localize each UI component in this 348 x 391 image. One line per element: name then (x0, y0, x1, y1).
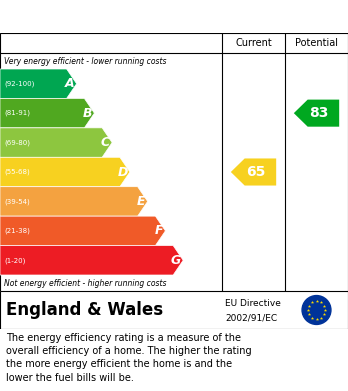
Polygon shape (0, 157, 130, 187)
Text: G: G (171, 254, 181, 267)
Polygon shape (0, 128, 112, 157)
Circle shape (302, 296, 331, 325)
Text: Potential: Potential (295, 38, 338, 48)
Text: (81-91): (81-91) (4, 110, 30, 117)
Polygon shape (0, 69, 77, 99)
Text: (1-20): (1-20) (4, 257, 25, 264)
Text: (39-54): (39-54) (4, 198, 30, 204)
Polygon shape (294, 100, 339, 127)
Text: 83: 83 (309, 106, 329, 120)
Text: Very energy efficient - lower running costs: Very energy efficient - lower running co… (4, 57, 166, 66)
Text: England & Wales: England & Wales (6, 301, 163, 319)
Text: Energy Efficiency Rating: Energy Efficiency Rating (8, 9, 218, 24)
Polygon shape (231, 158, 276, 186)
Text: (92-100): (92-100) (4, 81, 34, 87)
Text: The energy efficiency rating is a measure of the
overall efficiency of a home. T: The energy efficiency rating is a measur… (6, 333, 252, 383)
Polygon shape (0, 187, 148, 216)
Text: 2002/91/EC: 2002/91/EC (225, 313, 277, 322)
Text: (21-38): (21-38) (4, 228, 30, 234)
Text: (69-80): (69-80) (4, 139, 30, 146)
Text: D: D (118, 165, 128, 179)
Polygon shape (0, 216, 165, 246)
Text: Not energy efficient - higher running costs: Not energy efficient - higher running co… (4, 278, 166, 287)
Text: 65: 65 (246, 165, 266, 179)
Text: (55-68): (55-68) (4, 169, 30, 175)
Text: A: A (65, 77, 74, 90)
Polygon shape (0, 99, 94, 128)
Text: F: F (155, 224, 164, 237)
Text: EU Directive: EU Directive (225, 299, 281, 308)
Text: E: E (137, 195, 146, 208)
Text: B: B (83, 107, 92, 120)
Text: C: C (101, 136, 110, 149)
Text: Current: Current (235, 38, 272, 48)
Polygon shape (0, 246, 183, 275)
